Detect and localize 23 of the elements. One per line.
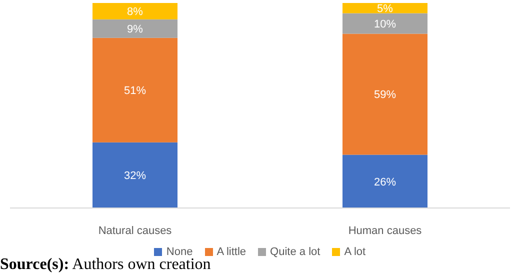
bar xyxy=(92,142,178,208)
legend-label: Quite a lot xyxy=(270,246,320,258)
bar xyxy=(342,34,428,155)
bar xyxy=(92,3,178,20)
bar xyxy=(342,13,428,34)
bar xyxy=(342,3,428,14)
data-label: 51% xyxy=(124,85,146,98)
data-label: 32% xyxy=(124,170,146,182)
legend-label: A little xyxy=(216,246,246,258)
legend-label: A lot xyxy=(344,246,366,258)
data-label: 5% xyxy=(377,3,394,16)
data-label: 59% xyxy=(374,89,396,102)
bar xyxy=(92,38,178,142)
legend-label: None xyxy=(166,246,193,258)
x-tick-label: Natural causes xyxy=(98,224,172,237)
bar xyxy=(92,19,178,38)
bar xyxy=(342,154,428,208)
data-label: 8% xyxy=(127,6,144,18)
data-label: 10% xyxy=(374,18,396,30)
data-label: 9% xyxy=(127,24,144,36)
x-tick-label: Human causes xyxy=(348,224,422,237)
data-label: 26% xyxy=(374,176,396,188)
source-note: Source(s): Authors own creation xyxy=(0,256,211,273)
